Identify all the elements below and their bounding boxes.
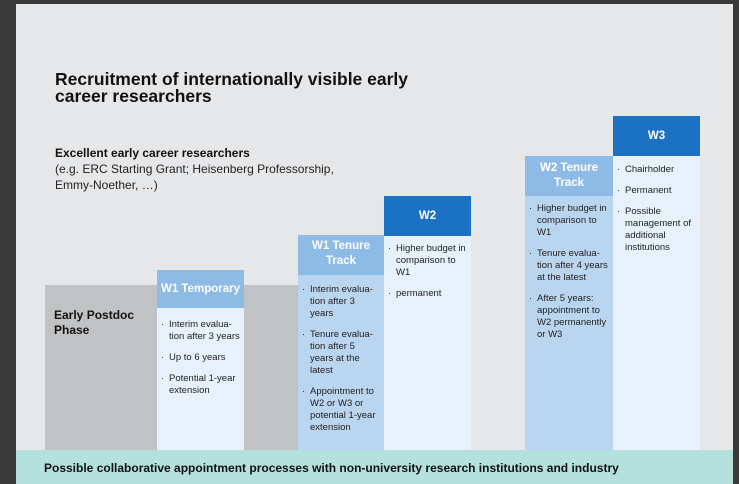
bullet-item: · Up to 6 years xyxy=(161,352,226,363)
bullet-item: · Chairholder xyxy=(617,164,675,175)
column-header-w2-tenure-track: W2 Tenure Track xyxy=(525,156,613,196)
column-title: W2 Tenure Track xyxy=(540,162,598,189)
early-postdoc-label: Early Postdoc Phase xyxy=(54,308,135,337)
early-postdoc-block xyxy=(45,285,157,450)
slide: Recruitment of internationally visible e… xyxy=(16,4,733,484)
column-body-w3: · Chairholder · Permanent · Possible manage… xyxy=(613,156,700,450)
slide-title: Recruitment of internationally visible e… xyxy=(55,69,409,106)
column-body-w2: · Higher budget in comparison to W1 · perm… xyxy=(384,236,471,450)
bullet-item: · Interim evalua­tion after 3 years xyxy=(302,284,373,319)
bullet-item: · After 5 years: appointment to W2 perman… xyxy=(529,293,607,340)
column-body-w2-tenure-track: · Higher budget in comparison to W1 · Tenu… xyxy=(525,196,613,450)
bullet-item: · Permanent xyxy=(617,185,672,196)
subdescription: (e.g. ERC Starting Grant; Heisenberg Pro… xyxy=(55,162,334,192)
column-header-w1-tenure-track: W1 Tenure Track xyxy=(298,235,384,275)
footer-text: Possible collaborative appointment proce… xyxy=(44,461,619,475)
bullet-item: · Tenure evalua­tion after 4 years at the… xyxy=(529,248,608,283)
bullet-item: · Appointment to W2 or W3 or potential 1-… xyxy=(302,386,376,433)
subheading: Excellent early career researchers xyxy=(55,146,250,160)
bullet-item: · Potential 1-year extension xyxy=(161,373,236,396)
bullet-item: · Higher budget in comparison to W1 xyxy=(529,203,607,238)
column-title: W1 Tenure Track xyxy=(312,240,370,267)
bullet-item: · Interim evalua­tion after 3 years xyxy=(161,319,240,342)
bullet-item: · Tenure evalua­tion after 5 years at the… xyxy=(302,329,373,376)
bullet-item: · Possible management of additional insti… xyxy=(617,206,692,253)
column-header-w2: W2 xyxy=(384,196,471,236)
gray-spacer-block xyxy=(244,285,298,450)
column-header-w1-temporary: W1 Temporary xyxy=(157,270,244,308)
column-header-w3: W3 xyxy=(613,116,700,156)
column-body-w1-tenure-track: · Interim evalua­tion after 3 years · Tenu… xyxy=(298,275,384,450)
bullet-item: · permanent xyxy=(388,288,442,299)
column-body-w1-temporary: · Interim evalua­tion after 3 years · Up t… xyxy=(157,308,244,450)
bullet-item: · Higher budget in comparison to W1 xyxy=(388,243,466,278)
footer-band xyxy=(16,450,733,484)
